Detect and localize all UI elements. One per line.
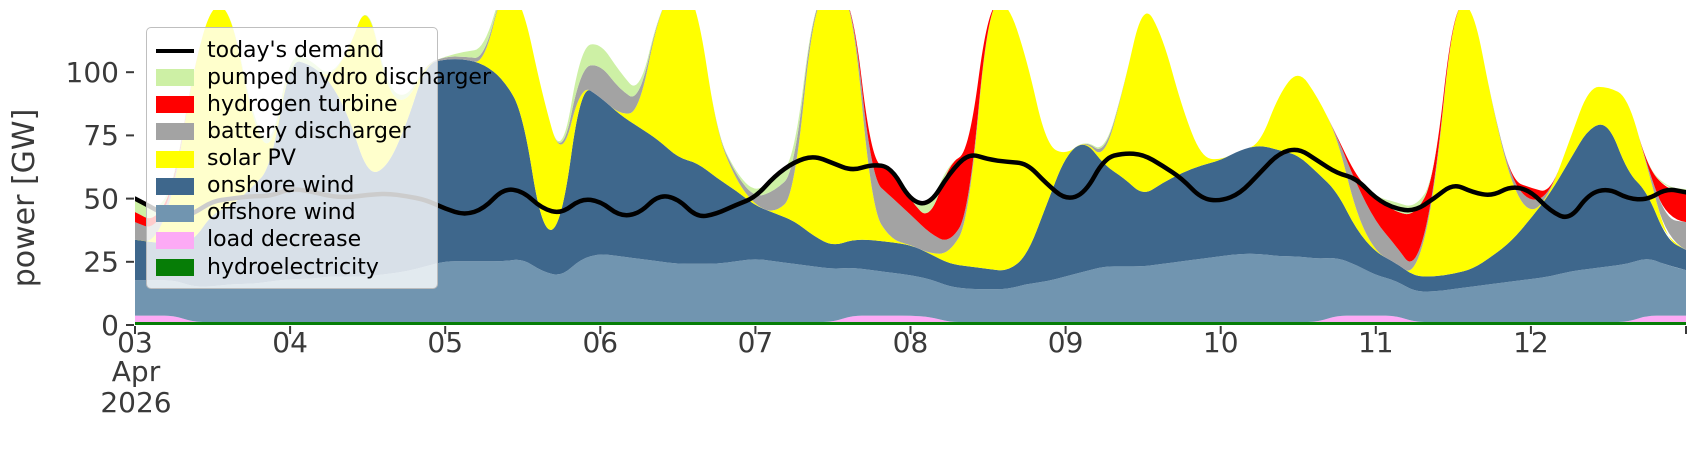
- legend-swatch-solar-pv: [156, 150, 194, 168]
- legend-label-offshore-wind: offshore wind: [207, 200, 356, 226]
- x-axis-year-label: 2026: [100, 386, 171, 419]
- legend-item-onshore-wind: onshore wind: [156, 173, 427, 200]
- chart-legend: today's demand pumped hydro discharger hyd…: [146, 27, 491, 289]
- legend-item-hydrogen-turbine: hydrogen turbine: [156, 91, 427, 118]
- legend-item-pumped-hydro-discharger: pumped hydro discharger: [156, 64, 491, 91]
- legend-item-load-decrease: load decrease: [156, 227, 427, 254]
- x-tick-label-10: 10: [1203, 326, 1239, 359]
- area-battery-discharger: [135, 10, 1686, 271]
- y-tick-label-100: 100: [66, 56, 119, 89]
- legend-label-today-s-demand: today's demand: [207, 37, 385, 63]
- legend-swatch-hydroelectricity: [156, 259, 194, 276]
- area-offshore-wind: [135, 253, 1686, 322]
- x-tick-label-06: 06: [582, 326, 618, 359]
- legend-label-hydrogen-turbine: hydrogen turbine: [207, 91, 398, 117]
- x-tick-label-05: 05: [427, 326, 463, 359]
- legend-swatch-hydrogen-turbine: [156, 96, 194, 114]
- y-tick-label-50: 50: [83, 182, 119, 215]
- legend-swatch-onshore-wind: [156, 177, 194, 195]
- area-hydroelectricity: [135, 322, 1686, 325]
- legend-item-battery-discharger: battery discharger: [156, 118, 427, 145]
- x-tick-label-11: 11: [1358, 326, 1394, 359]
- x-tick-label-12: 12: [1513, 326, 1549, 359]
- y-axis: 0 25 50 75 100: [66, 56, 134, 342]
- legend-label-onshore-wind: onshore wind: [207, 173, 355, 199]
- legend-item-hydroelectricity: hydroelectricity: [156, 254, 427, 281]
- x-tick-label-09: 09: [1048, 326, 1084, 359]
- legend-label-pumped-hydro-discharger: pumped hydro discharger: [207, 64, 492, 90]
- y-axis-label: power [GW]: [7, 109, 42, 288]
- legend-label-hydroelectricity: hydroelectricity: [207, 254, 379, 280]
- legend-swatch-today-s-demand: [156, 48, 194, 53]
- x-axis: 03 04 05 06 07 08 09 10 11 12: [117, 326, 1687, 359]
- area-solar-pv: [135, 10, 1686, 277]
- legend-swatch-offshore-wind: [156, 204, 194, 222]
- legend-item-offshore-wind: offshore wind: [156, 200, 427, 227]
- x-axis-month-label: Apr: [112, 355, 161, 388]
- legend-item-today-s-demand: today's demand: [156, 37, 427, 64]
- x-tick-label-04: 04: [272, 326, 308, 359]
- y-tick-label-0: 0: [101, 309, 119, 342]
- stacked-areas: [135, 10, 1686, 325]
- legend-label-load-decrease: load decrease: [207, 227, 362, 253]
- legend-label-solar-pv: solar PV: [207, 146, 296, 171]
- legend-swatch-pumped-hydro-discharger: [156, 69, 194, 87]
- legend-item-solar-pv: solar PV: [156, 146, 427, 173]
- area-hydrogen-turbine: [135, 10, 1686, 262]
- y-tick-label-75: 75: [83, 119, 119, 152]
- area-onshore-wind: [135, 59, 1686, 292]
- x-tick-label-03: 03: [117, 326, 153, 359]
- y-tick-label-25: 25: [83, 246, 119, 279]
- x-tick-label-07: 07: [738, 326, 774, 359]
- x-tick-label-08: 08: [893, 326, 929, 359]
- legend-swatch-load-decrease: [156, 231, 194, 249]
- area-load-decrease: [135, 315, 1686, 322]
- legend-label-battery-discharger: battery discharger: [207, 118, 411, 144]
- legend-swatch-battery-discharger: [156, 123, 194, 141]
